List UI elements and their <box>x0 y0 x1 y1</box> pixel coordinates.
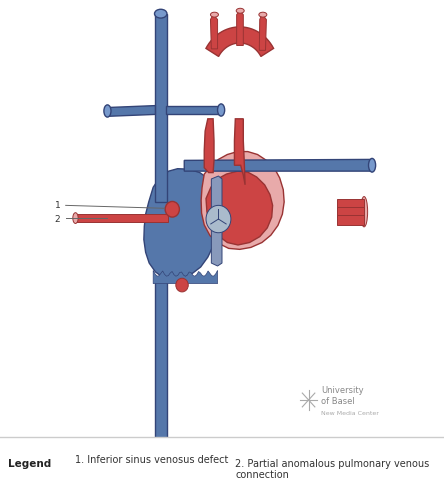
Text: 2. Partial anomalous pulmonary venous
connection: 2. Partial anomalous pulmonary venous co… <box>235 458 429 479</box>
Ellipse shape <box>369 159 376 173</box>
Polygon shape <box>234 120 245 185</box>
Polygon shape <box>155 279 167 454</box>
Polygon shape <box>201 152 284 250</box>
Ellipse shape <box>259 13 267 18</box>
Text: 1. Inferior sinus venosus defect: 1. Inferior sinus venosus defect <box>75 454 229 464</box>
Polygon shape <box>144 169 220 281</box>
Polygon shape <box>206 172 273 245</box>
Ellipse shape <box>361 197 368 227</box>
Text: Legend: Legend <box>8 458 51 468</box>
Circle shape <box>165 202 179 218</box>
Polygon shape <box>259 17 266 51</box>
Polygon shape <box>237 13 243 46</box>
Polygon shape <box>0 437 444 488</box>
Polygon shape <box>337 199 364 209</box>
Ellipse shape <box>210 13 218 18</box>
Polygon shape <box>155 15 167 203</box>
Ellipse shape <box>236 9 244 14</box>
Ellipse shape <box>104 106 111 118</box>
Text: 2: 2 <box>55 214 60 223</box>
Polygon shape <box>75 214 168 223</box>
Polygon shape <box>107 106 155 117</box>
Polygon shape <box>337 207 364 217</box>
Polygon shape <box>206 28 274 58</box>
Polygon shape <box>210 17 218 50</box>
Polygon shape <box>211 177 222 266</box>
Text: 1: 1 <box>55 201 60 209</box>
Text: New Media Center: New Media Center <box>321 410 379 415</box>
Polygon shape <box>153 271 218 284</box>
Circle shape <box>206 206 231 233</box>
Polygon shape <box>166 106 222 115</box>
Ellipse shape <box>218 104 225 117</box>
Ellipse shape <box>73 213 78 224</box>
Circle shape <box>176 279 188 292</box>
Ellipse shape <box>155 449 167 458</box>
Text: University
of Basel: University of Basel <box>321 385 364 406</box>
Polygon shape <box>184 160 373 172</box>
Polygon shape <box>204 120 214 173</box>
Polygon shape <box>337 216 364 225</box>
Ellipse shape <box>155 10 167 19</box>
